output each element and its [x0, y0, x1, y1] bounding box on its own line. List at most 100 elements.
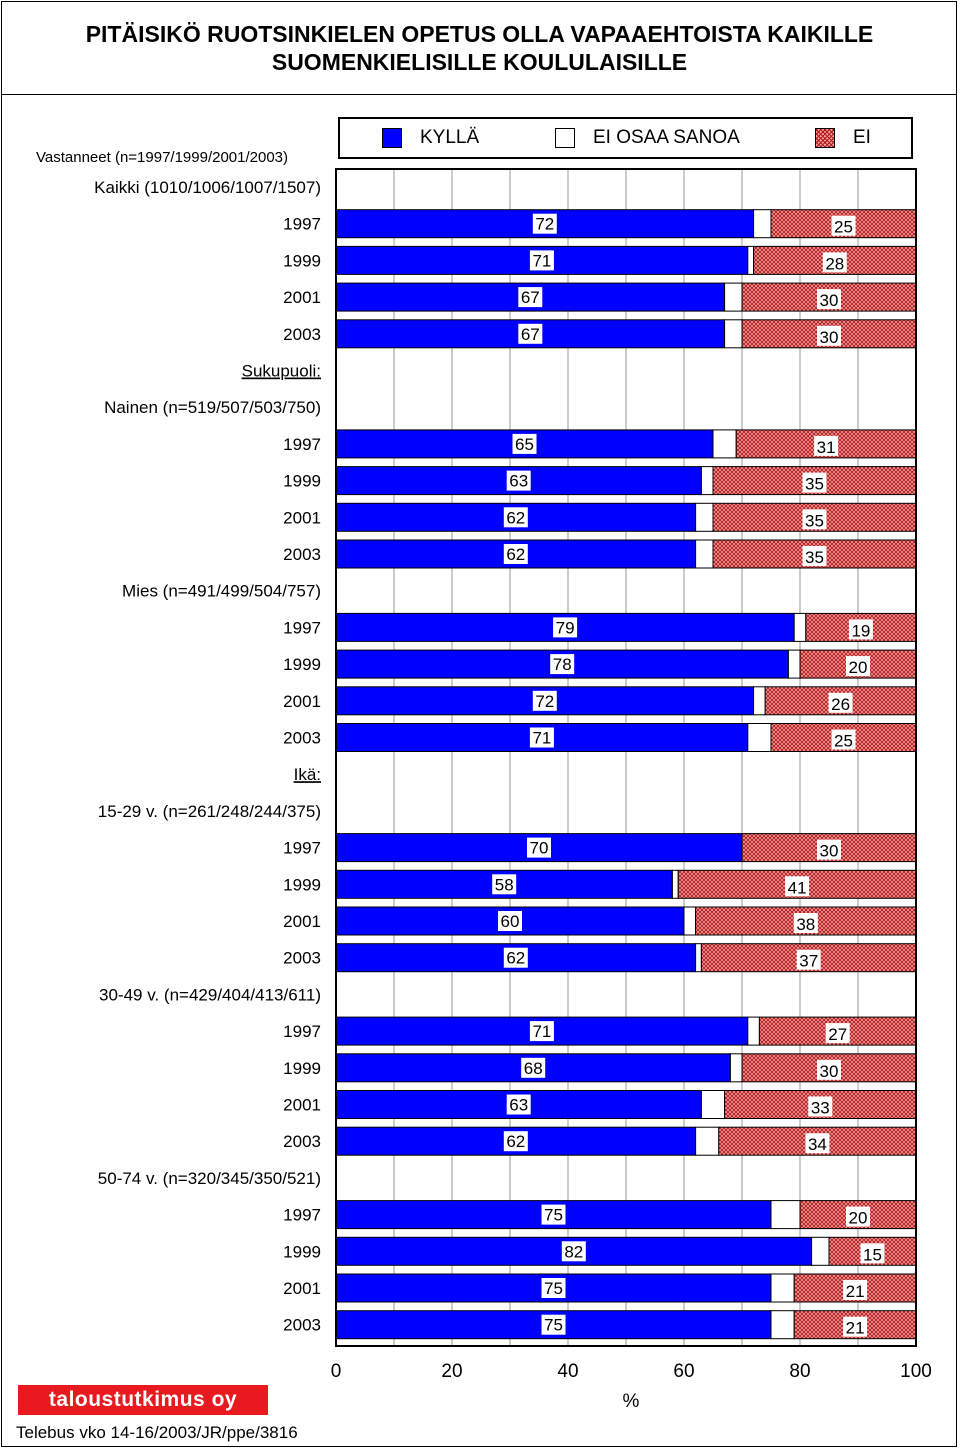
data-label-yes: 67 — [521, 288, 540, 307]
legend: KYLLÄ EI OSAA SANOA EI — [338, 117, 913, 159]
data-label-yes: 71 — [532, 1022, 551, 1041]
legend-label-dont-know: EI OSAA SANOA — [593, 127, 740, 148]
data-label-yes: 82 — [564, 1242, 583, 1261]
data-label-yes: 62 — [506, 508, 525, 527]
legend-item-no: EI — [815, 127, 871, 149]
bar-dont-know — [695, 502, 714, 532]
bar-dont-know — [753, 686, 766, 716]
legend-swatch-yes — [382, 128, 402, 148]
bar-dont-know — [787, 649, 801, 679]
data-label-yes: 72 — [535, 692, 554, 711]
data-label-yes-bg — [512, 433, 537, 454]
bar-dont-know — [683, 906, 697, 936]
bar-dont-know — [747, 1016, 760, 1046]
data-label-yes: 71 — [532, 251, 551, 270]
data-label-yes-bg — [506, 470, 531, 491]
data-label-no-bg — [808, 1096, 833, 1117]
data-label-yes-bg — [492, 874, 517, 895]
data-label-yes-bg — [541, 1314, 566, 1335]
data-label-yes: 71 — [532, 729, 551, 748]
row-year-label: 2003 — [283, 545, 321, 564]
row-year-label: 1999 — [283, 1059, 321, 1078]
x-tick-label: 0 — [331, 1361, 342, 1382]
data-label-yes-bg — [498, 911, 522, 931]
data-label-no: 21 — [846, 1319, 865, 1338]
row-year-label: 2003 — [283, 949, 321, 968]
data-label-no-bg — [860, 1243, 885, 1264]
data-label-yes: 68 — [524, 1059, 543, 1078]
data-label-yes-bg — [541, 1204, 566, 1225]
row-year-label: 2003 — [283, 1132, 321, 1151]
data-label-yes: 78 — [553, 655, 572, 674]
row-year-label: 2003 — [283, 1316, 321, 1335]
data-label-no-bg — [828, 692, 853, 713]
row-year-label: 1997 — [283, 618, 321, 637]
data-label-yes-bg — [529, 250, 554, 271]
row-year-label: 1997 — [283, 435, 321, 454]
bar-dont-know — [700, 466, 714, 496]
title-line-2: SUOMENKIELISILLE KOULULAISILLE — [271, 49, 688, 75]
data-label-yes: 62 — [506, 949, 525, 968]
data-label-yes: 62 — [506, 545, 525, 564]
row-group-label: Ikä: — [294, 765, 321, 784]
data-label-yes: 75 — [544, 1316, 563, 1335]
data-label-no-bg — [802, 472, 827, 493]
data-label-no: 21 — [846, 1282, 865, 1301]
data-label-yes-bg — [532, 690, 557, 711]
row-year-label: 2001 — [283, 912, 321, 931]
bar-dont-know — [724, 282, 743, 312]
data-label-no-bg — [802, 509, 827, 530]
row-group-label: Kaikki (1010/1006/1007/1507) — [94, 178, 321, 197]
data-label-yes-bg — [518, 287, 543, 308]
data-label-yes: 75 — [544, 1279, 563, 1298]
data-label-no-bg — [802, 546, 827, 566]
x-tick-label: 60 — [673, 1361, 694, 1382]
data-label-yes-bg — [553, 617, 578, 638]
row-group-label: Nainen (n=519/507/503/750) — [104, 398, 321, 417]
data-label-yes: 62 — [506, 1132, 525, 1151]
data-label-yes-bg — [503, 1131, 528, 1152]
row-year-label: 2001 — [283, 1096, 321, 1115]
footer-source: Telebus vko 14-16/2003/JR/ppe/3816 — [16, 1423, 298, 1442]
bar-dont-know — [811, 1236, 830, 1266]
bar-dont-know — [695, 943, 702, 973]
row-year-label: 1999 — [283, 875, 321, 894]
bar-dont-know — [770, 1273, 795, 1303]
data-label-no: 38 — [796, 915, 815, 934]
data-label-yes-bg — [518, 323, 543, 344]
data-label-yes: 65 — [515, 435, 534, 454]
row-year-label: 2003 — [283, 729, 321, 748]
data-label-yes-bg — [503, 544, 528, 564]
plot-frame — [335, 168, 917, 1347]
bar-dont-know — [695, 1126, 720, 1156]
data-label-no-bg — [817, 325, 841, 346]
row-group-label: Sukupuoli: — [242, 362, 321, 381]
legend-label-no: EI — [853, 127, 871, 148]
bar-dont-know — [770, 1200, 801, 1230]
data-label-no-bg — [785, 876, 810, 897]
data-label-no: 33 — [811, 1099, 830, 1118]
row-year-label: 1999 — [283, 472, 321, 491]
data-label-yes-bg — [527, 837, 551, 858]
data-label-no: 26 — [831, 695, 850, 714]
data-label-no: 27 — [828, 1025, 847, 1044]
row-year-label: 1999 — [283, 1242, 321, 1261]
data-label-no-bg — [846, 1206, 870, 1227]
data-label-no: 30 — [820, 1062, 839, 1081]
data-label-no: 35 — [805, 511, 824, 530]
bar-dont-know — [724, 319, 743, 349]
data-label-yes: 63 — [509, 1096, 528, 1115]
respondents-label: Vastanneet (n=1997/1999/2001/2003) — [36, 149, 289, 166]
x-tick-label: 100 — [900, 1361, 932, 1382]
x-tick-label: 20 — [441, 1361, 462, 1382]
data-label-yes: 67 — [521, 325, 540, 344]
bar-dont-know — [793, 612, 807, 642]
data-label-no: 30 — [820, 291, 839, 310]
row-year-label: 2001 — [283, 692, 321, 711]
data-label-yes-bg — [532, 213, 557, 234]
legend-label-yes: KYLLÄ — [420, 127, 480, 148]
chart-title: PITÄISIKÖ RUOTSINKIELEN OPETUS OLLA VAPA… — [2, 2, 957, 95]
data-label-no: 31 — [817, 438, 836, 457]
